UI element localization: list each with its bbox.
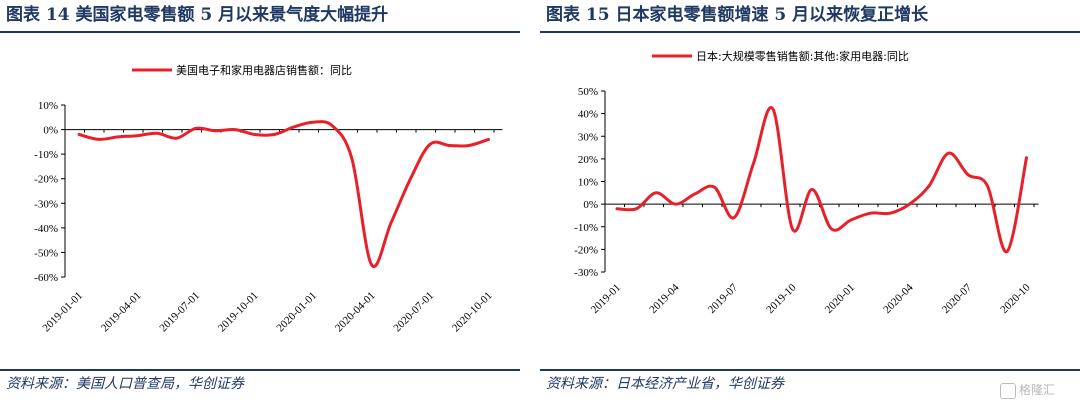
left-data-point [196,128,197,129]
left-x-tick-label: 2020-04-01 [333,290,378,335]
left-data-point [137,135,138,136]
left-y-tick-label: 10% [38,100,58,112]
right-data-point [851,220,852,221]
right-data-point [948,153,949,154]
watermark: 格隆汇 [1000,381,1076,403]
left-x-tick-label: 2019-04-01 [99,290,144,335]
left-data-point [371,264,372,265]
right-data-point [929,186,930,187]
right-y-tick-label: 50% [578,86,598,98]
right-data-point [636,208,637,209]
right-data-point [675,204,676,205]
left-x-tick-label: 2019-10-01 [216,290,261,335]
right-x-tick-label: 2020-10 [998,281,1033,316]
left-series-line [77,120,490,269]
right-data-point [987,186,988,187]
left-y-tick-label: -20% [34,174,58,186]
left-line-chart: 美国电子和家用电器店销售额：同比 10% 0% -10% -20% -30% -40% -50… [34,63,503,335]
right-y-tick-label: 10% [578,177,598,189]
left-data-point [391,222,392,223]
left-y-tick-label: -60% [34,272,58,284]
right-source-note: 资料来源：日本经济产业省，华创证券 [546,376,784,392]
left-y-tick-label: -30% [34,198,58,210]
right-figure-title: 图表 15 日本家电零售额增速 5 月以来恢复正增长 [546,5,929,25]
left-data-point [118,136,119,137]
left-data-point [176,138,177,139]
right-y-tick-label: 0% [583,199,598,211]
left-data-point [98,139,99,140]
right-data-point [792,229,793,230]
right-series-line [615,105,1028,254]
left-figure-panel: 图表 14 美国家电零售额 5 月以来景气度大幅提升 美国电子和家用电器店销售额… [0,0,520,409]
watermark-logo-icon [1000,382,1016,399]
right-x-tick-label: 2019-01 [589,282,623,316]
right-figure-panel: 图表 15 日本家电零售额增速 5 月以来恢复正增长 日本:大规模零售销售额:其… [540,0,1080,409]
right-data-point [909,204,910,205]
left-x-tick-label: 2020-01-01 [274,290,319,335]
right-data-point [890,213,891,214]
left-data-point [488,139,489,140]
right-bottom-rule [540,369,1080,371]
left-data-point [293,127,294,128]
left-x-tick-label: 2019-01-01 [40,290,85,335]
right-data-point [1026,157,1027,158]
left-data-point [254,134,255,135]
left-data-point [215,130,216,131]
right-x-tick-label: 2019-04 [647,281,682,316]
right-x-tick-label: 2019-10 [764,281,799,316]
right-data-point [812,189,813,190]
right-data-point [753,163,754,164]
left-data-point [410,178,411,179]
right-y-tick-label: -30% [574,267,598,279]
left-y-tick-label: -50% [34,247,58,259]
right-x-tick-label: 2020-01 [823,282,857,316]
left-data-point [274,134,275,135]
right-data-point [870,213,871,214]
right-data-point [968,174,969,175]
right-x-tick-label: 2019-07 [706,281,741,316]
left-bottom-rule [0,369,520,371]
right-y-tick-label: -20% [574,244,598,256]
right-title-rule [540,31,1080,33]
right-data-point [831,229,832,230]
watermark-text: 格隆汇 [1019,383,1056,397]
left-legend-label: 美国电子和家用电器店销售额：同比 [176,63,352,77]
right-line-chart: 日本:大规模零售销售额:其他:家用电器:同比 50% 40% 30% 20% 10% 0% -… [574,49,1039,316]
left-source-note: 资料来源：美国人口普查局，华创证券 [6,376,244,392]
left-y-tick-label: -10% [34,149,58,161]
left-data-point [430,144,431,145]
left-x-tick-label: 2019-07-01 [157,290,202,335]
left-x-tick-label: 2020-10-01 [450,290,495,335]
right-data-point [734,217,735,218]
left-y-tick-label: -40% [34,223,58,235]
left-data-point [313,122,314,123]
left-data-point [235,129,236,130]
right-y-tick-label: 30% [578,131,598,143]
left-data-point [157,133,158,134]
right-y-tick-label: 40% [578,109,598,121]
right-y-tick-label: -10% [574,222,598,234]
left-data-point [449,145,450,146]
left-data-point [469,145,470,146]
left-data-point [332,125,333,126]
right-data-point [1007,251,1008,252]
left-title-rule [0,31,520,33]
left-data-point [352,159,353,160]
right-data-point [695,193,696,194]
right-legend-label: 日本:大规模零售销售额:其他:家用电器:同比 [696,49,909,63]
right-data-point [714,187,715,188]
right-y-tick-label: 20% [578,154,598,166]
right-x-tick-label: 2020-07 [940,281,975,316]
right-data-point [773,109,774,110]
left-x-tick-label: 2020-07-01 [391,290,436,335]
right-data-point [617,208,618,209]
right-x-tick-label: 2020-04 [881,281,916,316]
left-data-point [79,134,80,135]
right-data-point [656,192,657,193]
left-y-tick-label: 0% [43,125,58,137]
left-figure-title: 图表 14 美国家电零售额 5 月以来景气度大幅提升 [6,5,389,25]
